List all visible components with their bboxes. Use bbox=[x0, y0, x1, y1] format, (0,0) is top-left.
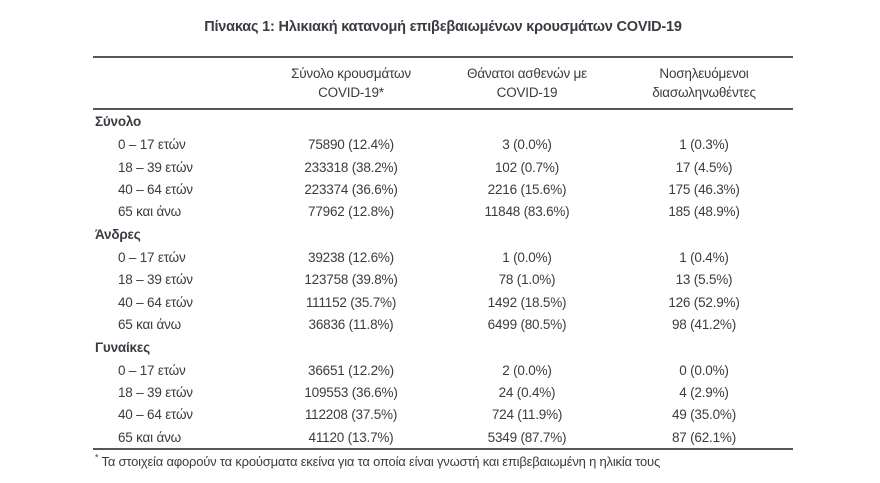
table-row: 40 – 64 ετών 111152 (35.7%) 1492 (18.5%)… bbox=[93, 291, 793, 313]
intubated-cell: 185 (48.9%) bbox=[668, 204, 740, 220]
age-cell: 65 και άνω bbox=[118, 316, 182, 332]
deaths-cell: 2216 (15.6%) bbox=[487, 181, 567, 197]
covid-age-distribution-table: Πίνακας 1: Ηλικιακή κατανομή επιβεβαιωμέ… bbox=[93, 0, 793, 469]
bottom-rule bbox=[93, 448, 793, 451]
cases-cell: 233318 (38.2%) bbox=[304, 159, 398, 175]
cases-cell: 111152 (35.7%) bbox=[305, 294, 397, 310]
age-cell: 18 – 39 ετών bbox=[118, 159, 193, 175]
footnote-text: Τα στοιχεία αφορούν τα κρούσματα εκείνα … bbox=[101, 454, 661, 470]
intubated-cell: 98 (41.2%) bbox=[671, 316, 737, 332]
deaths-cell: 3 (0.0%) bbox=[502, 137, 552, 153]
section-row-women: Γυναίκες bbox=[93, 336, 793, 360]
age-cell: 65 και άνω bbox=[118, 429, 182, 445]
age-cell: 40 – 64 ετών bbox=[118, 181, 193, 197]
deaths-cell: 724 (11.9%) bbox=[491, 407, 563, 423]
column-header-line: Νοσηλευόμενοι bbox=[659, 66, 749, 81]
cases-cell: 112208 (37.5%) bbox=[304, 407, 398, 423]
section-label: Σύνολο bbox=[95, 114, 142, 130]
table-row: 18 – 39 ετών 123758 (39.8%) 78 (1.0%) 13… bbox=[93, 269, 793, 291]
age-cell: 65 και άνω bbox=[118, 204, 182, 220]
column-header-line: COVID-19* bbox=[318, 85, 384, 100]
intubated-cell: 17 (4.5%) bbox=[675, 159, 733, 175]
table-title: Πίνακας 1: Ηλικιακή κατανομή επιβεβαιωμέ… bbox=[204, 19, 682, 35]
cases-cell: 123758 (39.8%) bbox=[304, 272, 398, 288]
table-row: 0 – 17 ετών 75890 (12.4%) 3 (0.0%) 1 (0.… bbox=[93, 134, 793, 156]
cases-cell: 109553 (36.6%) bbox=[304, 385, 398, 401]
column-header-line: Θάνατοι ασθενών με bbox=[467, 66, 587, 81]
table-row: 65 και άνω 36836 (11.8%) 6499 (80.5%) 98… bbox=[93, 313, 793, 335]
cases-cell: 77962 (12.8%) bbox=[308, 204, 394, 220]
header-bottom-rule bbox=[93, 108, 793, 110]
intubated-cell: 175 (46.3%) bbox=[668, 181, 740, 197]
deaths-cell: 6499 (80.5%) bbox=[487, 316, 567, 332]
age-cell: 40 – 64 ετών bbox=[118, 294, 193, 310]
cases-cell: 41120 (13.7%) bbox=[308, 429, 394, 445]
table-row: 65 και άνω 41120 (13.7%) 5349 (87.7%) 87… bbox=[93, 426, 793, 448]
deaths-cell: 1 (0.0%) bbox=[502, 250, 552, 266]
column-header-intubated: Νοσηλευόμενοι διασωληνωθέντες bbox=[615, 64, 793, 102]
footnote: * Τα στοιχεία αφορούν τα κρούσματα εκείν… bbox=[93, 453, 793, 470]
deaths-cell: 1492 (18.5%) bbox=[487, 294, 567, 310]
cases-cell: 36651 (12.2%) bbox=[308, 362, 394, 378]
intubated-cell: 4 (2.9%) bbox=[679, 385, 729, 401]
column-header-line: COVID-19 bbox=[496, 85, 558, 100]
table-row: 18 – 39 ετών 109553 (36.6%) 24 (0.4%) 4 … bbox=[93, 381, 793, 403]
top-rule bbox=[93, 56, 793, 58]
section-label: Γυναίκες bbox=[95, 339, 150, 355]
age-cell: 0 – 17 ετών bbox=[118, 362, 186, 378]
table-header-row: Σύνολο κρουσμάτων COVID-19* Θάνατοι ασθε… bbox=[93, 58, 793, 108]
deaths-cell: 78 (1.0%) bbox=[498, 272, 556, 288]
table-row: 18 – 39 ετών 233318 (38.2%) 102 (0.7%) 1… bbox=[93, 156, 793, 178]
deaths-cell: 2 (0.0%) bbox=[502, 362, 552, 378]
deaths-cell: 5349 (87.7%) bbox=[487, 429, 567, 445]
intubated-cell: 1 (0.4%) bbox=[679, 250, 729, 266]
intubated-cell: 13 (5.5%) bbox=[675, 272, 733, 288]
age-cell: 18 – 39 ετών bbox=[118, 272, 193, 288]
deaths-cell: 102 (0.7%) bbox=[494, 159, 560, 175]
column-header-line: Σύνολο κρουσμάτων bbox=[291, 66, 411, 81]
age-cell: 40 – 64 ετών bbox=[118, 407, 193, 423]
column-header-total-cases: Σύνολο κρουσμάτων COVID-19* bbox=[263, 64, 439, 102]
table-row: 40 – 64 ετών 112208 (37.5%) 724 (11.9%) … bbox=[93, 404, 793, 426]
intubated-cell: 87 (62.1%) bbox=[671, 429, 737, 445]
section-row-total: Σύνολο bbox=[93, 110, 793, 134]
age-cell: 0 – 17 ετών bbox=[118, 250, 186, 266]
table-row: 0 – 17 ετών 36651 (12.2%) 2 (0.0%) 0 (0.… bbox=[93, 359, 793, 381]
cases-cell: 36836 (11.8%) bbox=[308, 316, 394, 332]
table-row: 0 – 17 ετών 39238 (12.6%) 1 (0.0%) 1 (0.… bbox=[93, 246, 793, 268]
section-row-men: Άνδρες bbox=[93, 223, 793, 247]
deaths-cell: 11848 (83.6%) bbox=[484, 204, 570, 220]
column-header-deaths: Θάνατοι ασθενών με COVID-19 bbox=[439, 64, 615, 102]
cases-cell: 223374 (36.6%) bbox=[304, 181, 398, 197]
footnote-marker: * bbox=[95, 453, 99, 464]
cases-cell: 39238 (12.6%) bbox=[308, 250, 394, 266]
age-cell: 18 – 39 ετών bbox=[118, 385, 193, 401]
intubated-cell: 1 (0.3%) bbox=[679, 137, 729, 153]
intubated-cell: 49 (35.0%) bbox=[671, 407, 737, 423]
intubated-cell: 0 (0.0%) bbox=[679, 362, 729, 378]
cases-cell: 75890 (12.4%) bbox=[308, 137, 394, 153]
table-row: 40 – 64 ετών 223374 (36.6%) 2216 (15.6%)… bbox=[93, 178, 793, 200]
age-cell: 0 – 17 ετών bbox=[118, 137, 186, 153]
deaths-cell: 24 (0.4%) bbox=[498, 385, 556, 401]
column-header-line: διασωληνωθέντες bbox=[652, 85, 756, 100]
intubated-cell: 126 (52.9%) bbox=[668, 294, 740, 310]
table-row: 65 και άνω 77962 (12.8%) 11848 (83.6%) 1… bbox=[93, 200, 793, 222]
section-label: Άνδρες bbox=[95, 227, 141, 243]
